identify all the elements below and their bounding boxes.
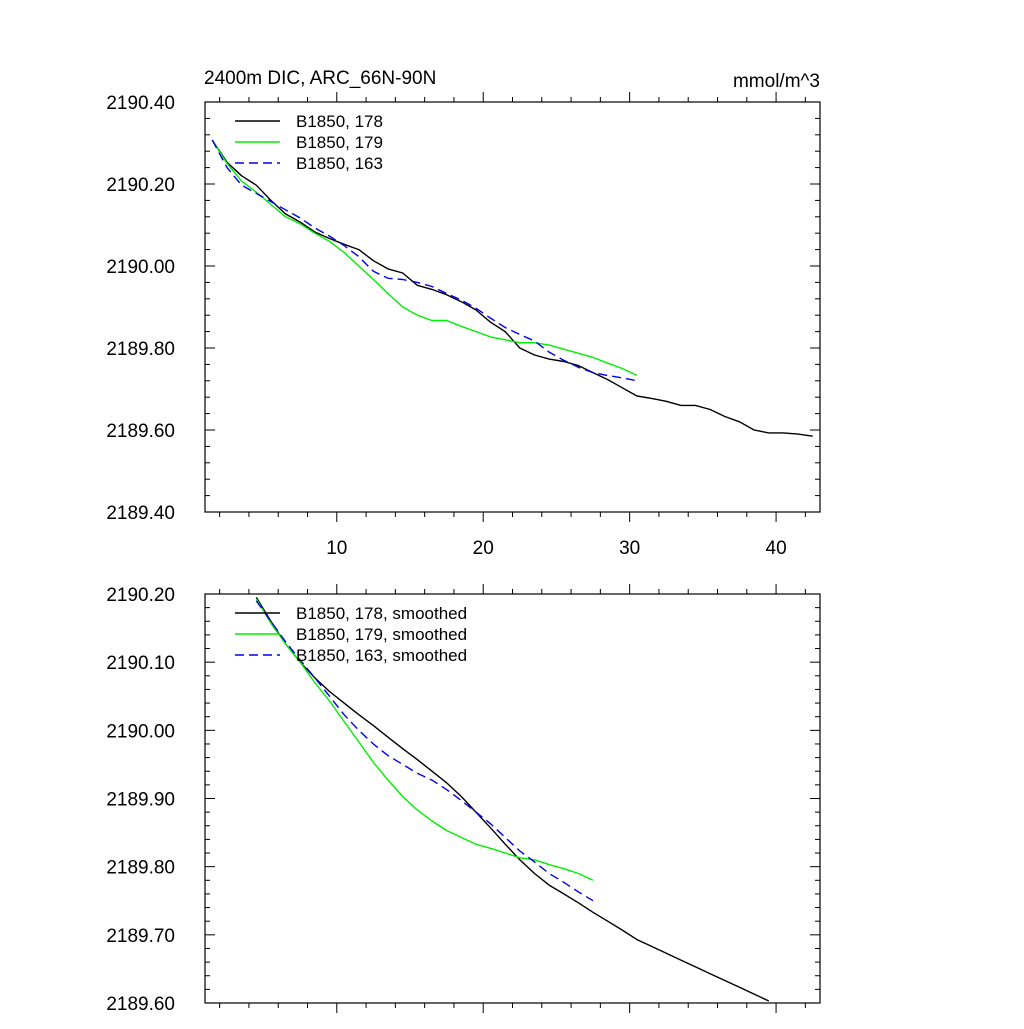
legend-label: B1850, 163, smoothed [296, 646, 467, 665]
x-tick-label: 10 [326, 538, 347, 559]
series-line-0 [255, 597, 770, 1002]
series-line-1 [255, 598, 594, 881]
chart-title: 2400m DIC, ARC_66N-90N [204, 68, 436, 89]
y-tick-label: 2190.40 [106, 93, 175, 114]
y-tick-label: 2189.90 [106, 790, 175, 811]
panel-bottom: 2189.60 2189.70 2189.80 2189.90 2190.00 2190.… [106, 584, 821, 1015]
series-line-2 [211, 139, 638, 382]
series-line-2 [255, 600, 594, 902]
y-tick-label: 2189.70 [106, 926, 175, 947]
legend-label: B1850, 179, smoothed [296, 625, 467, 644]
y-tick-label: 2190.20 [106, 175, 175, 196]
y-tick-label: 2189.80 [106, 858, 175, 879]
y-tick-label: 2190.10 [106, 653, 175, 674]
y-tick-label: 2189.40 [106, 503, 175, 524]
y-tick-label: 2189.60 [106, 421, 175, 442]
x-tick-label: 40 [766, 538, 787, 559]
legend-label: B1850, 178 [296, 112, 383, 131]
y-tick-label: 2190.00 [106, 257, 175, 278]
y-tick-label: 2190.20 [106, 585, 175, 606]
chart-units: mmol/m^3 [733, 71, 820, 92]
panel-top: 2400m DIC, ARC_66N-90N mmol/m^3 2189.40 2… [106, 68, 821, 559]
series-line-0 [211, 139, 813, 437]
x-tick-label: 30 [619, 538, 640, 559]
x-tick-label: 20 [473, 538, 494, 559]
y-tick-label: 2190.00 [106, 721, 175, 742]
legend-label: B1850, 179 [296, 133, 383, 152]
legend-label: B1850, 163 [296, 154, 383, 173]
legend-label: B1850, 178, smoothed [296, 604, 467, 623]
y-tick-label: 2189.80 [106, 339, 175, 360]
y-tick-label: 2189.60 [106, 994, 175, 1015]
series-line-1 [211, 139, 638, 377]
